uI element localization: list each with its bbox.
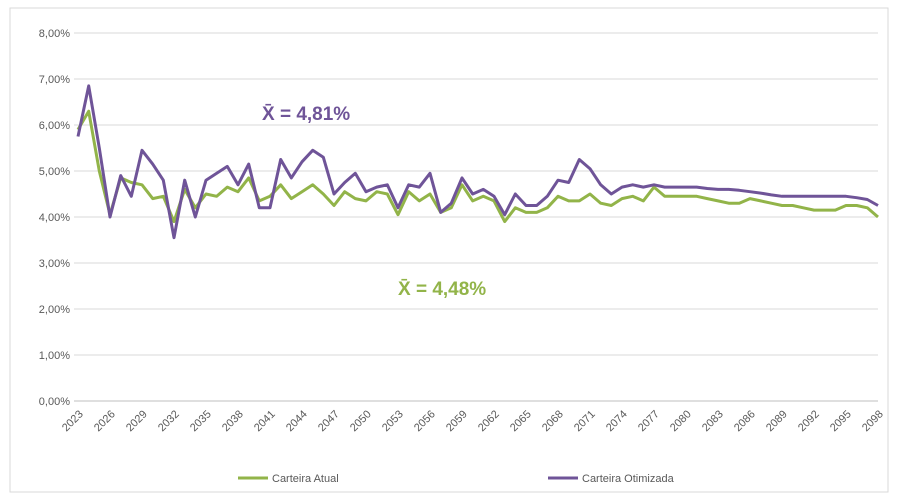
x-tick-label: 2074 [604,408,630,434]
y-tick-label: 2,00% [39,304,70,316]
y-tick-label: 5,00% [39,166,70,178]
chart-border [9,7,889,493]
x-tick-label: 2062 [476,408,502,434]
x-tick-label: 2026 [92,408,118,434]
y-tick-label: 0,00% [39,396,70,408]
x-tick-label: 2044 [284,408,310,434]
x-tick-label: 2059 [444,408,470,434]
x-tick-label: 2083 [700,408,726,434]
x-tick-label: 2047 [316,408,342,434]
series-line [76,109,879,224]
x-tick-label: 2032 [156,408,182,434]
x-tick-label: 2086 [732,408,758,434]
y-tick-label: 7,00% [39,74,70,86]
x-tick-label: 2038 [220,408,246,434]
x-tick-label: 2056 [412,408,438,434]
x-tick-label: 2041 [252,408,278,434]
legend-label: Carteira Otimizada [582,473,675,485]
y-tick-label: 8,00% [39,28,70,40]
x-tick-label: 2023 [60,408,86,434]
x-tick-label: 2077 [636,408,662,434]
mean-annotation: X̄ = 4,48% [398,279,486,300]
x-tick-label: 2089 [764,408,790,434]
x-tick-label: 2080 [668,408,694,434]
x-tick-label: 2065 [508,408,534,434]
legend-label: Carteira Atual [272,473,339,485]
x-tick-label: 2068 [540,408,566,434]
x-tick-label: 2050 [348,408,374,434]
x-tick-label: 2098 [860,408,886,434]
series-line [76,84,879,240]
x-tick-label: 2029 [124,408,150,434]
x-tick-label: 2035 [188,408,214,434]
y-tick-label: 3,00% [39,258,70,270]
y-tick-label: 6,00% [39,120,70,132]
y-tick-label: 4,00% [39,212,70,224]
x-tick-label: 2095 [828,408,854,434]
x-tick-label: 2092 [796,408,822,434]
x-tick-label: 2053 [380,408,406,434]
y-tick-label: 1,00% [39,350,70,362]
mean-annotation: X̄ = 4,81% [262,104,350,125]
x-tick-label: 2071 [572,408,598,434]
